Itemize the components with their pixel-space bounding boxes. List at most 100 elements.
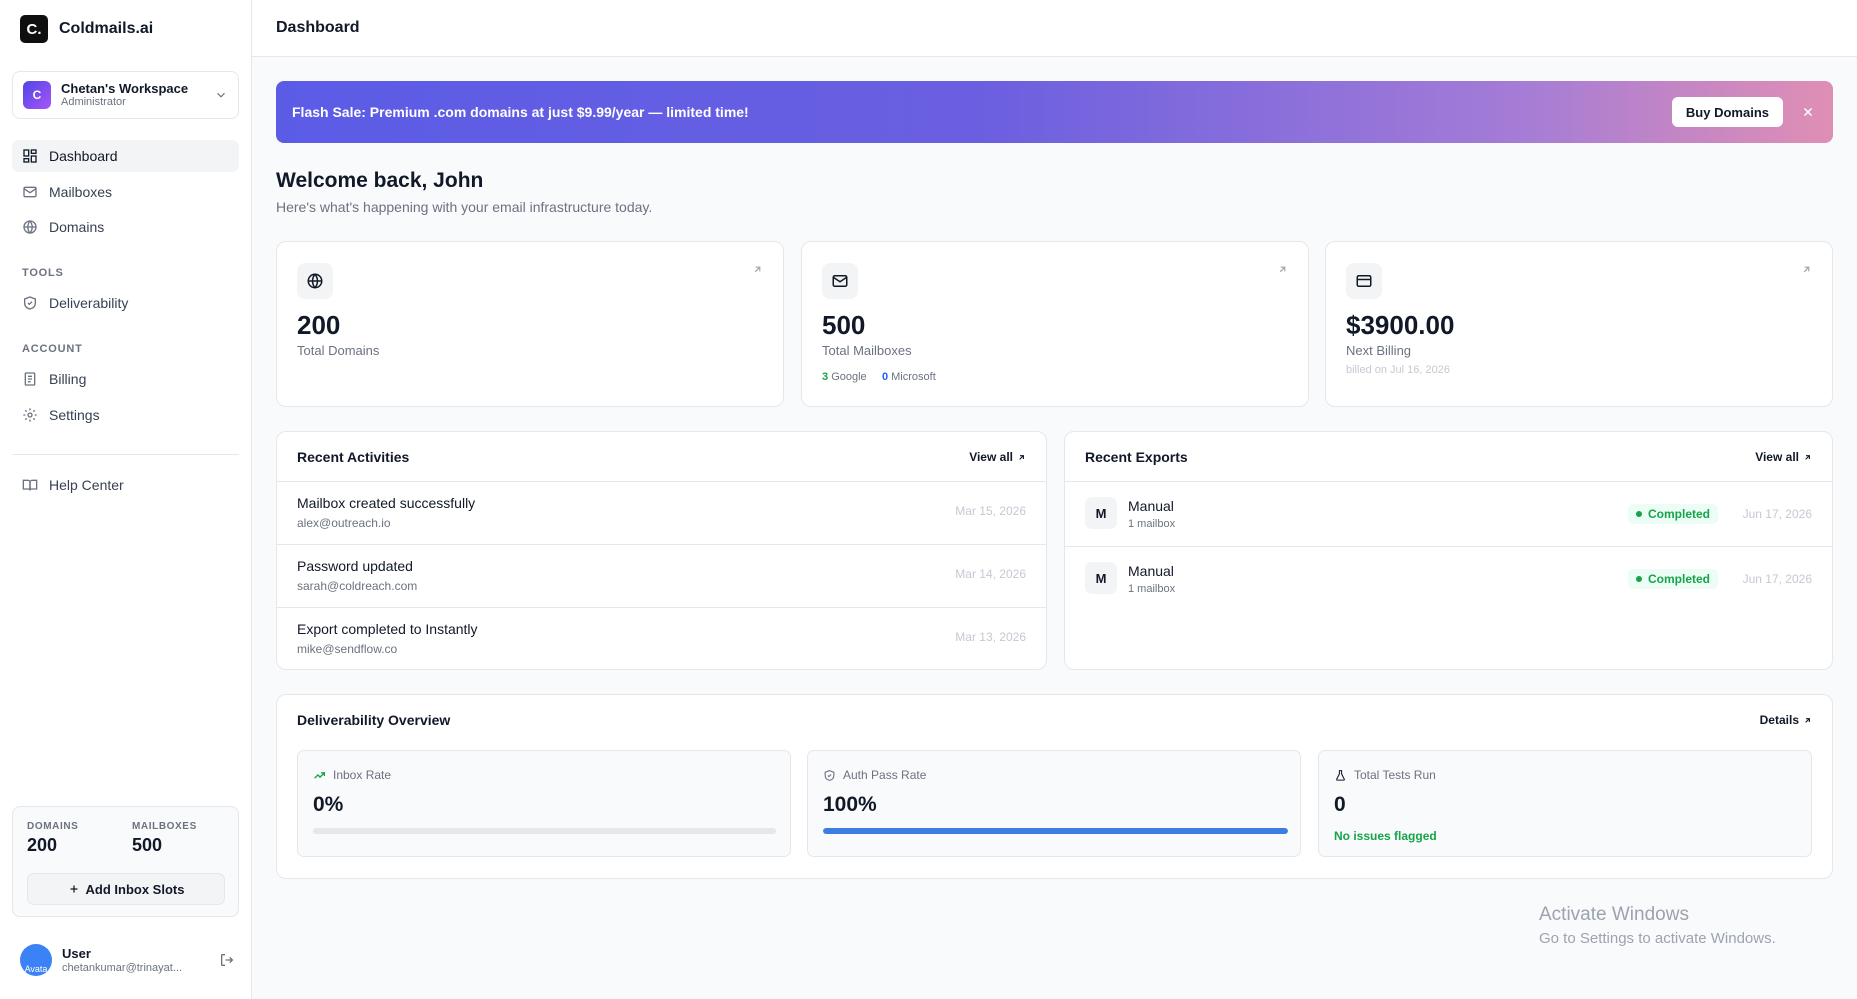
details-label: Details: [1759, 713, 1799, 727]
buy-domains-button[interactable]: Buy Domains: [1671, 97, 1783, 127]
welcome-title: Welcome back, John: [276, 169, 484, 192]
status-badge: Completed: [1627, 569, 1718, 589]
total-tests-tile: Total Tests Run 0 No issues flagged: [1318, 750, 1812, 857]
view-all-activities-link[interactable]: View all: [969, 450, 1026, 464]
microsoft-count: 0: [881, 371, 889, 383]
status-dot: [1635, 576, 1642, 582]
tests-note: No issues flagged: [1334, 829, 1437, 843]
sidebar-item-dashboard[interactable]: Dashboard: [12, 140, 239, 172]
add-inbox-slots-label: Add Inbox Slots: [85, 881, 185, 897]
brand-logo: C.: [20, 15, 48, 43]
status-label: Completed: [1647, 572, 1710, 586]
stat-value: 500: [822, 310, 866, 340]
book-open-icon: [22, 479, 38, 491]
activity-date: Mar 14, 2026: [955, 567, 1026, 581]
activity-title: Password updated: [297, 558, 413, 574]
view-all-label: View all: [969, 450, 1013, 464]
view-all-label: View all: [1755, 450, 1799, 464]
view-all-exports-link[interactable]: View all: [1755, 450, 1812, 464]
watermark-subtitle: Go to Settings to activate Windows.: [1539, 930, 1776, 947]
arrow-up-right-icon: [1279, 266, 1286, 273]
sidebar-item-label: Deliverability: [49, 295, 129, 311]
list-item[interactable]: Password updated sarah@coldreach.com Mar…: [277, 544, 1046, 607]
sidebar-item-label: Dashboard: [49, 148, 118, 164]
sidebar-item-domains[interactable]: Domains: [12, 211, 239, 243]
page-title: Dashboard: [276, 19, 360, 36]
stat-label: Next Billing: [1346, 343, 1412, 358]
sidebar-item-settings[interactable]: Settings: [12, 399, 239, 431]
sidebar-item-help-center[interactable]: Help Center: [12, 469, 239, 501]
activate-windows-watermark: Activate Windows Go to Settings to activ…: [1539, 904, 1776, 947]
sidebar-item-label: Billing: [49, 371, 87, 387]
avatar: Avata: [20, 944, 52, 976]
arrow-up-right-icon: [1805, 717, 1810, 723]
inbox-rate-progress: [313, 828, 776, 834]
export-title: Manual: [1128, 563, 1174, 579]
shield-check-icon: [824, 769, 835, 781]
sidebar-item-label: Domains: [49, 219, 105, 235]
chevron-down-icon: [217, 92, 225, 98]
activity-email: sarah@coldreach.com: [297, 579, 418, 593]
sidebar-item-label: Help Center: [49, 477, 124, 493]
quota-mailboxes-label: MAILBOXES: [132, 821, 197, 832]
sidebar-item-mailboxes[interactable]: Mailboxes: [12, 176, 239, 208]
auth-pass-rate-value: 100%: [823, 793, 877, 816]
watermark-title: Activate Windows: [1539, 904, 1689, 925]
stat-value: $3900.00: [1346, 310, 1455, 340]
stat-card-billing[interactable]: $3900.00 Next Billing billed on Jul 16, …: [1325, 241, 1833, 407]
export-title: Manual: [1128, 498, 1174, 514]
stat-card-mailboxes[interactable]: 500 Total Mailboxes 3 Google 0 Microsoft: [801, 241, 1309, 407]
microsoft-label: Microsoft: [891, 371, 936, 383]
sidebar-item-label: Settings: [49, 407, 100, 423]
inbox-rate-value: 0%: [313, 793, 344, 816]
workspace-name: Chetan's Workspace: [61, 81, 189, 96]
stat-card-domains[interactable]: 200 Total Domains: [276, 241, 784, 407]
divider: [1065, 481, 1832, 482]
list-item[interactable]: Mailbox created successfully alex@outrea…: [277, 481, 1046, 544]
arrow-up-right-icon: [1805, 454, 1810, 460]
credit-card-icon: [1346, 263, 1382, 299]
list-item[interactable]: Export completed to Instantly mike@sendf…: [277, 607, 1046, 670]
quota-card: DOMAINS 200 MAILBOXES 500 Add Inbox Slot…: [12, 806, 239, 917]
user-email: chetankumar@trinayat...: [62, 961, 182, 974]
google-label: Google: [831, 371, 867, 383]
recent-exports-panel: Recent Exports View all M Manual 1 mailb…: [1064, 431, 1833, 670]
add-inbox-slots-button[interactable]: Add Inbox Slots: [27, 873, 225, 905]
auth-pass-rate-label: Auth Pass Rate: [843, 768, 927, 782]
workspace-switcher[interactable]: C Chetan's Workspace Administrator: [12, 71, 239, 119]
status-dot: [1635, 511, 1642, 517]
tile-label-row: Auth Pass Rate: [823, 768, 926, 782]
logout-icon[interactable]: [219, 952, 235, 968]
shield-check-icon: [24, 296, 36, 310]
activity-title: Mailbox created successfully: [297, 495, 476, 511]
arrow-up-right-icon: [1803, 266, 1810, 273]
sidebar-item-billing[interactable]: Billing: [12, 363, 239, 395]
sidebar-item-deliverability[interactable]: Deliverability: [12, 287, 239, 319]
google-count: 3: [822, 371, 829, 383]
globe-icon: [297, 263, 333, 299]
list-item[interactable]: M Manual 1 mailbox Completed Jun 17, 202…: [1065, 481, 1832, 546]
globe-icon: [23, 220, 37, 234]
provider-breakdown: 3 Google 0 Microsoft: [822, 371, 936, 383]
details-link[interactable]: Details: [1760, 713, 1812, 727]
user-profile[interactable]: Avata User chetankumar@trinayat...: [20, 943, 235, 977]
activity-title: Export completed to Instantly: [297, 621, 478, 637]
list-item[interactable]: M Manual 1 mailbox Completed Jun 17, 202…: [1065, 546, 1832, 611]
recent-activities-panel: Recent Activities View all Mailbox creat…: [276, 431, 1047, 670]
sidebar: C. Coldmails.ai C Chetan's Workspace Adm…: [0, 0, 252, 999]
brand[interactable]: C. Coldmails.ai: [20, 15, 153, 43]
welcome-subtitle: Here's what's happening with your email …: [276, 199, 653, 215]
auth-pass-rate-progress: [823, 828, 1288, 834]
close-icon[interactable]: [1801, 105, 1815, 119]
total-tests-label: Total Tests Run: [1354, 768, 1436, 782]
export-avatar: M: [1085, 497, 1117, 529]
status-badge: Completed: [1627, 504, 1718, 524]
panel-title: Deliverability Overview: [297, 712, 451, 728]
auth-pass-rate-progress-fill: [823, 828, 1288, 834]
export-date: Jun 17, 2026: [1742, 572, 1812, 586]
receipt-icon: [24, 372, 36, 386]
flask-icon: [1336, 769, 1345, 781]
nav-divider: [12, 454, 239, 455]
trending-up-icon: [314, 771, 326, 779]
brand-name: Coldmails.ai: [59, 20, 154, 37]
